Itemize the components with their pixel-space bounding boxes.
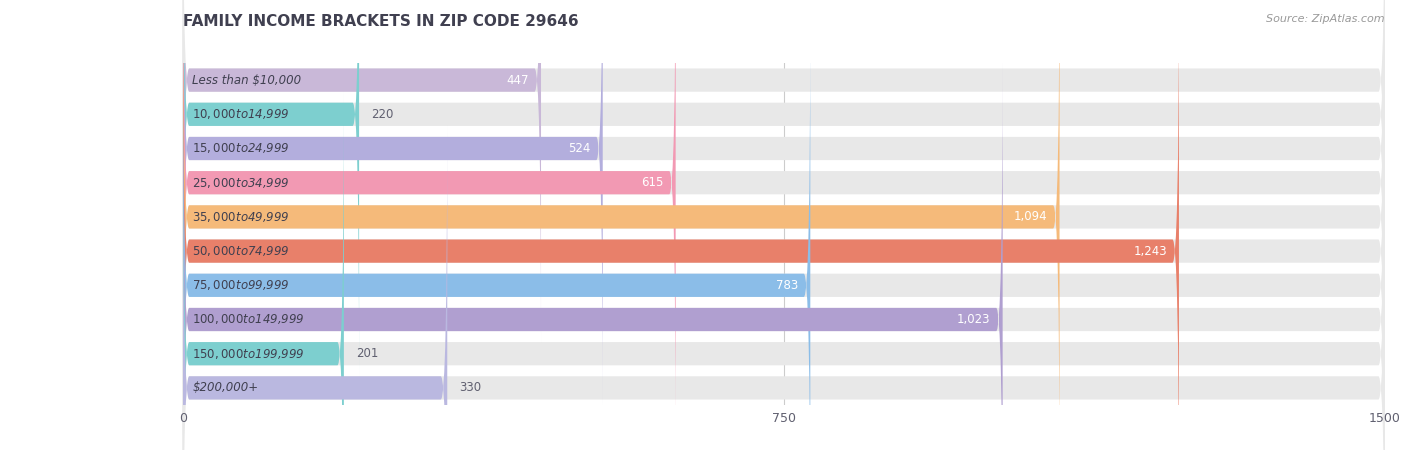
FancyBboxPatch shape xyxy=(183,0,603,410)
Text: 1,094: 1,094 xyxy=(1014,211,1047,223)
Text: $25,000 to $34,999: $25,000 to $34,999 xyxy=(193,176,290,190)
Text: 615: 615 xyxy=(641,176,664,189)
FancyBboxPatch shape xyxy=(183,23,1385,450)
FancyBboxPatch shape xyxy=(183,23,810,450)
FancyBboxPatch shape xyxy=(183,0,1385,376)
FancyBboxPatch shape xyxy=(183,126,447,450)
Text: $150,000 to $199,999: $150,000 to $199,999 xyxy=(193,346,305,361)
FancyBboxPatch shape xyxy=(183,126,1385,450)
Text: $35,000 to $49,999: $35,000 to $49,999 xyxy=(193,210,290,224)
FancyBboxPatch shape xyxy=(183,0,1385,445)
FancyBboxPatch shape xyxy=(183,0,1385,450)
Text: $200,000+: $200,000+ xyxy=(193,382,259,394)
FancyBboxPatch shape xyxy=(183,0,1180,450)
Text: 524: 524 xyxy=(568,142,591,155)
FancyBboxPatch shape xyxy=(183,58,1002,450)
FancyBboxPatch shape xyxy=(183,58,1385,450)
Text: 1,023: 1,023 xyxy=(957,313,991,326)
FancyBboxPatch shape xyxy=(183,0,1385,450)
Text: Less than $10,000: Less than $10,000 xyxy=(193,74,301,86)
FancyBboxPatch shape xyxy=(183,0,1385,342)
FancyBboxPatch shape xyxy=(183,0,1060,450)
Text: 447: 447 xyxy=(506,74,529,86)
FancyBboxPatch shape xyxy=(183,0,1385,410)
Text: 201: 201 xyxy=(356,347,378,360)
Text: $50,000 to $74,999: $50,000 to $74,999 xyxy=(193,244,290,258)
FancyBboxPatch shape xyxy=(183,0,541,342)
FancyBboxPatch shape xyxy=(183,92,1385,450)
Text: Source: ZipAtlas.com: Source: ZipAtlas.com xyxy=(1267,14,1385,23)
Text: 783: 783 xyxy=(776,279,799,292)
Text: 1,243: 1,243 xyxy=(1133,245,1167,257)
Text: 220: 220 xyxy=(371,108,394,121)
Text: FAMILY INCOME BRACKETS IN ZIP CODE 29646: FAMILY INCOME BRACKETS IN ZIP CODE 29646 xyxy=(183,14,578,28)
FancyBboxPatch shape xyxy=(183,0,359,376)
Text: $100,000 to $149,999: $100,000 to $149,999 xyxy=(193,312,305,327)
FancyBboxPatch shape xyxy=(183,92,344,450)
Text: $15,000 to $24,999: $15,000 to $24,999 xyxy=(193,141,290,156)
FancyBboxPatch shape xyxy=(183,0,676,445)
Text: $75,000 to $99,999: $75,000 to $99,999 xyxy=(193,278,290,293)
Text: $10,000 to $14,999: $10,000 to $14,999 xyxy=(193,107,290,122)
Text: 330: 330 xyxy=(460,382,481,394)
